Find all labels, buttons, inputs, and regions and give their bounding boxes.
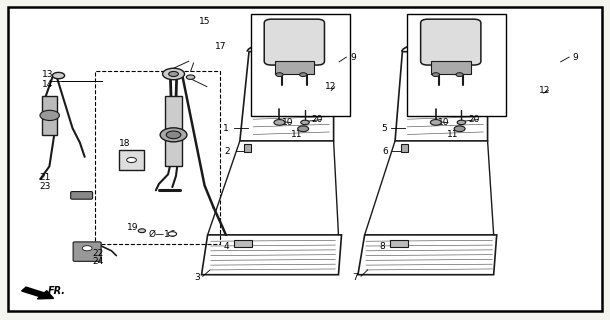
Circle shape: [169, 71, 178, 76]
Bar: [401, 144, 408, 152]
Text: 20: 20: [312, 115, 323, 124]
Text: 23: 23: [39, 182, 51, 191]
Circle shape: [160, 128, 187, 142]
Text: 6: 6: [382, 147, 388, 156]
Text: FR.: FR.: [48, 286, 65, 296]
Circle shape: [82, 246, 92, 251]
Bar: [407, 14, 506, 116]
Text: 18: 18: [120, 139, 131, 148]
Circle shape: [52, 72, 65, 79]
Text: 4: 4: [223, 242, 229, 251]
FancyBboxPatch shape: [421, 19, 481, 65]
Circle shape: [432, 73, 439, 76]
Text: 5: 5: [381, 124, 387, 132]
Text: 20: 20: [468, 115, 479, 124]
Text: 11: 11: [447, 130, 458, 139]
Circle shape: [431, 120, 441, 125]
Circle shape: [167, 131, 181, 139]
Bar: [120, 150, 144, 170]
Text: 17: 17: [215, 42, 226, 51]
Bar: [390, 240, 409, 247]
Circle shape: [186, 75, 195, 79]
Text: Ø—16: Ø—16: [149, 230, 176, 239]
Text: 9: 9: [573, 52, 578, 61]
Bar: [244, 144, 251, 152]
Text: 12: 12: [539, 86, 551, 95]
Text: 14: 14: [41, 80, 53, 89]
Text: 11: 11: [291, 130, 303, 139]
Text: 9: 9: [350, 52, 356, 61]
FancyBboxPatch shape: [73, 242, 101, 261]
Bar: [42, 96, 57, 134]
Circle shape: [454, 126, 465, 132]
Bar: [165, 96, 182, 166]
Circle shape: [127, 157, 137, 163]
Text: 22: 22: [92, 249, 103, 258]
Text: 13: 13: [41, 70, 53, 79]
Circle shape: [274, 120, 285, 125]
Circle shape: [300, 73, 307, 76]
Circle shape: [456, 73, 463, 76]
Text: 15: 15: [198, 17, 210, 26]
Text: 1: 1: [223, 124, 229, 132]
Circle shape: [457, 120, 465, 124]
Text: 12: 12: [325, 82, 336, 91]
Text: 7: 7: [352, 273, 357, 282]
Circle shape: [40, 110, 59, 121]
Text: 3: 3: [194, 273, 200, 282]
FancyArrow shape: [21, 287, 54, 299]
Circle shape: [301, 120, 309, 124]
FancyBboxPatch shape: [264, 19, 325, 65]
Circle shape: [163, 68, 184, 80]
Circle shape: [138, 229, 146, 233]
Text: 21: 21: [39, 173, 51, 182]
Text: 2: 2: [224, 147, 231, 156]
Text: 10: 10: [282, 118, 293, 127]
Bar: [431, 61, 470, 74]
Text: 19: 19: [127, 223, 139, 232]
Bar: [234, 240, 252, 247]
Bar: [274, 61, 314, 74]
Circle shape: [168, 232, 176, 236]
FancyBboxPatch shape: [71, 192, 93, 199]
Text: 8: 8: [380, 242, 386, 251]
Circle shape: [298, 126, 309, 132]
Text: 24: 24: [92, 258, 103, 267]
Bar: [251, 14, 350, 116]
Text: 10: 10: [438, 118, 449, 127]
Bar: [95, 71, 220, 244]
Circle shape: [276, 73, 283, 76]
